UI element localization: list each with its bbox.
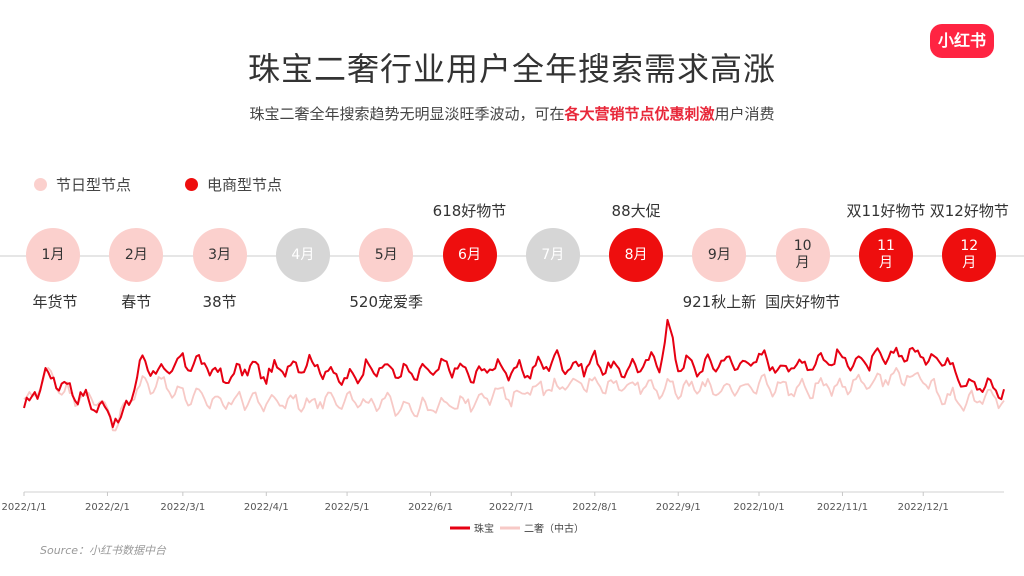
event-annotation: 38节: [202, 293, 237, 311]
x-tick-label: 2022/8/1: [572, 502, 617, 513]
month-node-11: 11 月: [859, 228, 913, 282]
x-tick-label: 2022/6/1: [408, 502, 453, 513]
event-annotation: 国庆好物节: [765, 293, 841, 311]
event-annotation: 双11好物节: [846, 202, 926, 220]
month-label: 3月: [208, 246, 232, 263]
ecommerce-dot-icon: [185, 178, 199, 191]
event-annotation: 春节: [121, 293, 152, 311]
series-line-jewelry: [23, 318, 1005, 429]
month-node-2: 2月: [109, 228, 164, 282]
timeline-line: [0, 255, 1024, 257]
event-annotation: 年货节: [32, 293, 78, 311]
series-line-luxury: [23, 367, 1005, 432]
month-node-5: 5月: [359, 228, 414, 282]
month-label: 9月: [707, 246, 731, 263]
x-tick-label: 2022/1/1: [2, 502, 47, 513]
page-title: 珠宝二奢行业用户全年搜索需求高涨: [247, 50, 776, 88]
x-tick-label: 2022/3/1: [160, 502, 205, 513]
month-label: 12 月: [960, 238, 979, 271]
page-subtitle: 珠宝二奢全年搜索趋势无明显淡旺季波动，可在各大营销节点优惠刺激用户消费: [0, 103, 1024, 124]
x-tick-label: 2022/11/1: [817, 502, 868, 513]
event-annotation: 520宠爱季: [349, 293, 424, 311]
month-node-12: 12 月: [942, 228, 997, 282]
month-label: 2月: [124, 246, 148, 263]
x-tick-label: 2022/12/1: [898, 502, 949, 513]
x-tick-label: 2022/10/1: [733, 502, 784, 513]
legend-ecommerce: 电商型节点: [185, 174, 282, 195]
x-tick-label: 2022/2/1: [85, 502, 130, 513]
month-node-9: 9月: [692, 228, 747, 282]
subtitle-post: 用户消费: [714, 105, 775, 123]
month-node-3: 3月: [192, 228, 247, 282]
event-annotation: 618好物节: [432, 202, 507, 220]
holiday-dot-icon: [34, 178, 47, 191]
legend-label: 珠宝: [474, 522, 494, 535]
month-label: 6月: [458, 246, 481, 263]
x-tick-label: 2022/4/1: [244, 502, 289, 513]
month-label: 4月: [291, 246, 315, 263]
month-node-8: 8月: [609, 228, 664, 282]
subtitle-highlight: 各大营销节点优惠刺激: [564, 105, 715, 123]
month-node-4: 4月: [275, 228, 330, 282]
xiaohongshu-logo: 小红书: [930, 24, 994, 58]
legend-holiday-label: 节日型节点: [56, 176, 132, 194]
subtitle-pre: 珠宝二奢全年搜索趋势无明显淡旺季波动，可在: [249, 105, 565, 123]
month-label: 1月: [41, 246, 65, 263]
x-tick-label: 2022/5/1: [325, 502, 370, 513]
event-annotation: 921秋上新: [682, 293, 757, 311]
search-trend-chart: 2022/1/1 2022/2/1 2022/3/1 2022/4/1 2022/5/1…: [2, 318, 1005, 535]
x-tick-label: 2022/7/1: [489, 502, 534, 513]
legend-holiday: 节日型节点: [34, 174, 131, 195]
month-node-7: 7月: [525, 228, 580, 282]
month-label: 7月: [541, 246, 565, 263]
x-tick-label: 2022/9/1: [656, 502, 701, 513]
month-label: 10 月: [793, 238, 812, 271]
node-type-legend: 节日型节点 电商型节点: [34, 174, 336, 195]
month-label: 8月: [624, 246, 648, 263]
month-label: 5月: [374, 246, 398, 263]
event-annotation: 88大促: [611, 202, 661, 220]
month-node-10: 10 月: [775, 228, 830, 282]
month-label: 11 月: [877, 238, 895, 271]
event-annotation: 双12好物节: [929, 202, 1009, 220]
legend-label: 二奢（中古）: [524, 522, 584, 535]
month-node-1: 1月: [26, 228, 80, 282]
legend-ecommerce-label: 电商型节点: [207, 176, 283, 194]
source-note: Source：小红书数据中台: [40, 544, 167, 557]
month-node-6: 6月: [442, 228, 497, 282]
